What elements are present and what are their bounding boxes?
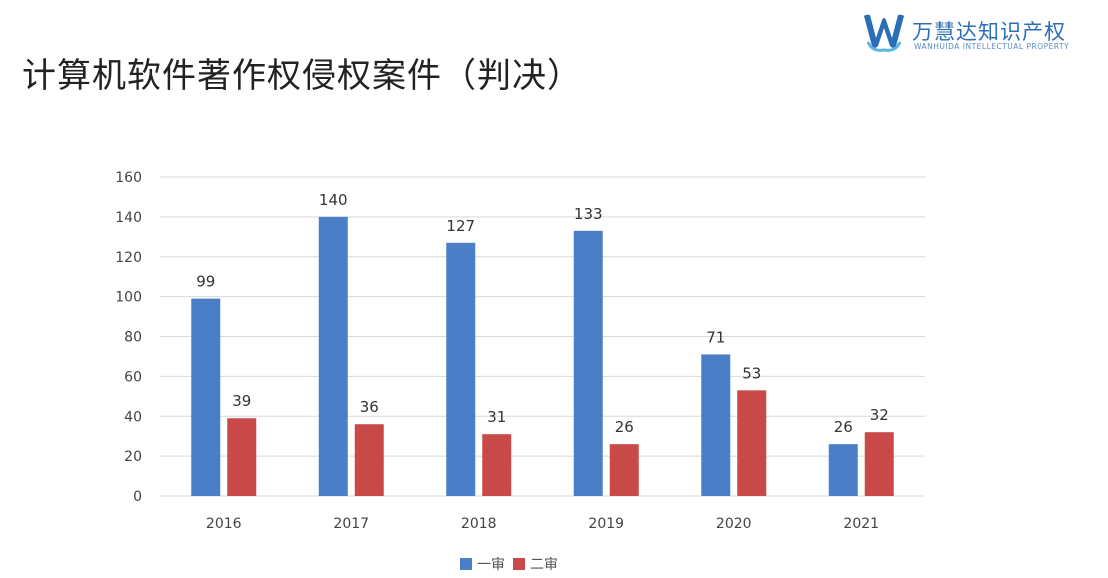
company-logo: 万慧达知识产权 WANHUIDA INTELLECTUAL PROPERTY bbox=[862, 12, 1092, 56]
bar-series1 bbox=[318, 216, 348, 496]
data-label: 99 bbox=[196, 273, 215, 291]
y-tick-label: 80 bbox=[124, 330, 142, 346]
legend-label-series2: 二审 bbox=[530, 557, 558, 573]
y-tick-label: 160 bbox=[115, 170, 142, 186]
y-tick-label: 120 bbox=[115, 250, 142, 266]
legend-label-series1: 一审 bbox=[477, 557, 505, 573]
x-tick-label: 2019 bbox=[588, 516, 624, 532]
bar-series1 bbox=[828, 444, 858, 496]
bar-series2 bbox=[227, 418, 257, 496]
page-title: 计算机软件著作权侵权案件（判决） bbox=[22, 56, 582, 96]
legend-item-series1: 一审 bbox=[460, 554, 505, 574]
y-tick-label: 20 bbox=[124, 449, 142, 465]
x-tick-label: 2017 bbox=[333, 516, 369, 532]
bar-series1 bbox=[573, 230, 603, 497]
data-label: 71 bbox=[706, 328, 725, 346]
y-tick-label: 40 bbox=[124, 409, 142, 425]
bar-series2 bbox=[482, 434, 512, 496]
logo-name: 万慧达知识产权 bbox=[912, 20, 1066, 44]
y-tick-label: 100 bbox=[115, 290, 142, 306]
legend-swatch-series1 bbox=[460, 558, 472, 570]
bar-series1 bbox=[701, 354, 731, 496]
data-label: 32 bbox=[870, 406, 889, 424]
y-tick-label: 0 bbox=[133, 489, 142, 505]
bar-series1 bbox=[446, 242, 476, 496]
logo-subtitle: WANHUIDA INTELLECTUAL PROPERTY bbox=[914, 42, 1070, 51]
x-tick-label: 2018 bbox=[461, 516, 497, 532]
bar-series2 bbox=[354, 424, 384, 496]
data-label: 39 bbox=[232, 392, 251, 410]
data-label: 36 bbox=[360, 398, 379, 416]
data-label: 53 bbox=[742, 364, 761, 382]
legend-swatch-series2 bbox=[513, 558, 525, 570]
data-label: 26 bbox=[615, 418, 634, 436]
data-label: 140 bbox=[319, 191, 348, 209]
chart-legend: 一审 二审 bbox=[460, 554, 558, 574]
x-tick-label: 2016 bbox=[206, 516, 242, 532]
y-tick-label: 140 bbox=[115, 210, 142, 226]
bar-series2 bbox=[864, 432, 894, 496]
bar-series1 bbox=[191, 298, 221, 496]
x-tick-label: 2021 bbox=[843, 516, 879, 532]
data-label: 31 bbox=[487, 408, 506, 426]
bar-series2 bbox=[609, 444, 639, 496]
bar-series2 bbox=[737, 390, 767, 496]
legend-item-series2: 二审 bbox=[513, 554, 558, 574]
data-label: 127 bbox=[446, 217, 475, 235]
data-label: 26 bbox=[834, 418, 853, 436]
x-tick-label: 2020 bbox=[716, 516, 752, 532]
y-tick-label: 60 bbox=[124, 369, 142, 385]
logo-w-icon bbox=[864, 14, 904, 52]
data-label: 133 bbox=[574, 205, 603, 223]
